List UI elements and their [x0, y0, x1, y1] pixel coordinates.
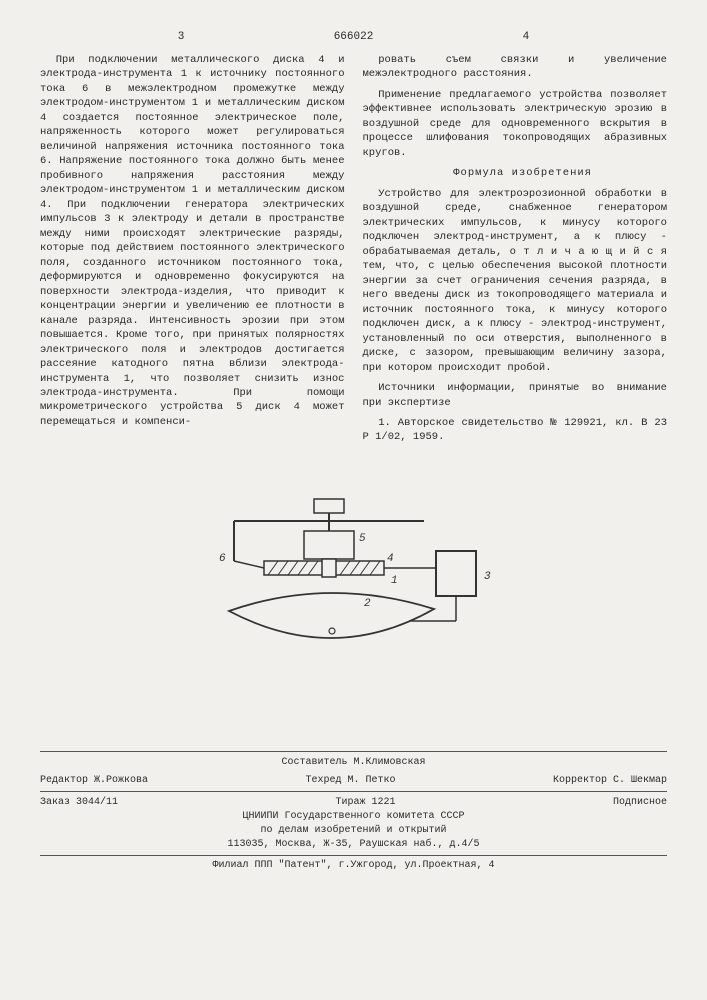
patent-page: 3 666022 4 При подключении металлическог… — [0, 0, 707, 1000]
order-num: Заказ 3044/11 — [40, 796, 118, 810]
techred: Техред М. Петко — [305, 774, 395, 788]
formula-title: Формула изобретения — [363, 166, 668, 180]
text-columns: При подключении металлического диска 4 и… — [40, 53, 667, 451]
fig-label-2: 2 — [364, 598, 371, 610]
fig-label-3: 3 — [484, 571, 491, 583]
right-para-1: ровать съем связки и увеличение межэлект… — [363, 53, 668, 82]
compiler-line: Составитель М.Климовская — [40, 756, 667, 770]
page-num-right: 4 — [385, 30, 667, 45]
tirazh: Тираж 1221 — [335, 796, 395, 810]
left-para-1: При подключении металлического диска 4 и… — [40, 53, 345, 430]
editor: Редактор Ж.Рожкова — [40, 774, 148, 788]
corrector: Корректор С. Шекмар — [553, 774, 667, 788]
technical-figure: 1 2 3 4 5 6 — [184, 491, 524, 691]
fig-label-5: 5 — [359, 533, 366, 545]
patent-number: 666022 — [322, 30, 385, 45]
right-para-5: 1. Авторское свидетельство № 129921, кл.… — [363, 416, 668, 445]
footer-divider-2 — [40, 855, 667, 856]
right-para-2: Применение предлагаемого устройства позв… — [363, 88, 668, 160]
right-column: ровать съем связки и увеличение межэлект… — [363, 53, 668, 451]
footer-block: Составитель М.Климовская Редактор Ж.Рожк… — [40, 751, 667, 873]
right-para-3: Устройство для электроэрозионной обработ… — [363, 187, 668, 375]
filial-line: Филиал ППП "Патент", г.Ужгород, ул.Проек… — [40, 859, 667, 873]
org-line-1: ЦНИИПИ Государственного комитета СССР — [40, 810, 667, 824]
fig-label-4: 4 — [387, 553, 394, 565]
footer-divider-1 — [40, 791, 667, 792]
subscribe: Подписное — [613, 796, 667, 810]
addr-line: 113035, Москва, Ж-35, Раушская наб., д.4… — [40, 838, 667, 852]
fig-label-1: 1 — [391, 575, 398, 587]
right-para-4: Источники информации, принятые во вниман… — [363, 381, 668, 410]
org-line-2: по делам изобретений и открытий — [40, 824, 667, 838]
page-header: 3 666022 4 — [40, 30, 667, 45]
left-column: При подключении металлического диска 4 и… — [40, 53, 345, 451]
figure-svg: 1 2 3 4 5 6 — [184, 491, 524, 691]
order-row: Заказ 3044/11 Тираж 1221 Подписное — [40, 796, 667, 810]
page-num-left: 3 — [40, 30, 322, 45]
credits-row: Редактор Ж.Рожкова Техред М. Петко Корре… — [40, 774, 667, 788]
fig-label-6: 6 — [219, 553, 226, 565]
